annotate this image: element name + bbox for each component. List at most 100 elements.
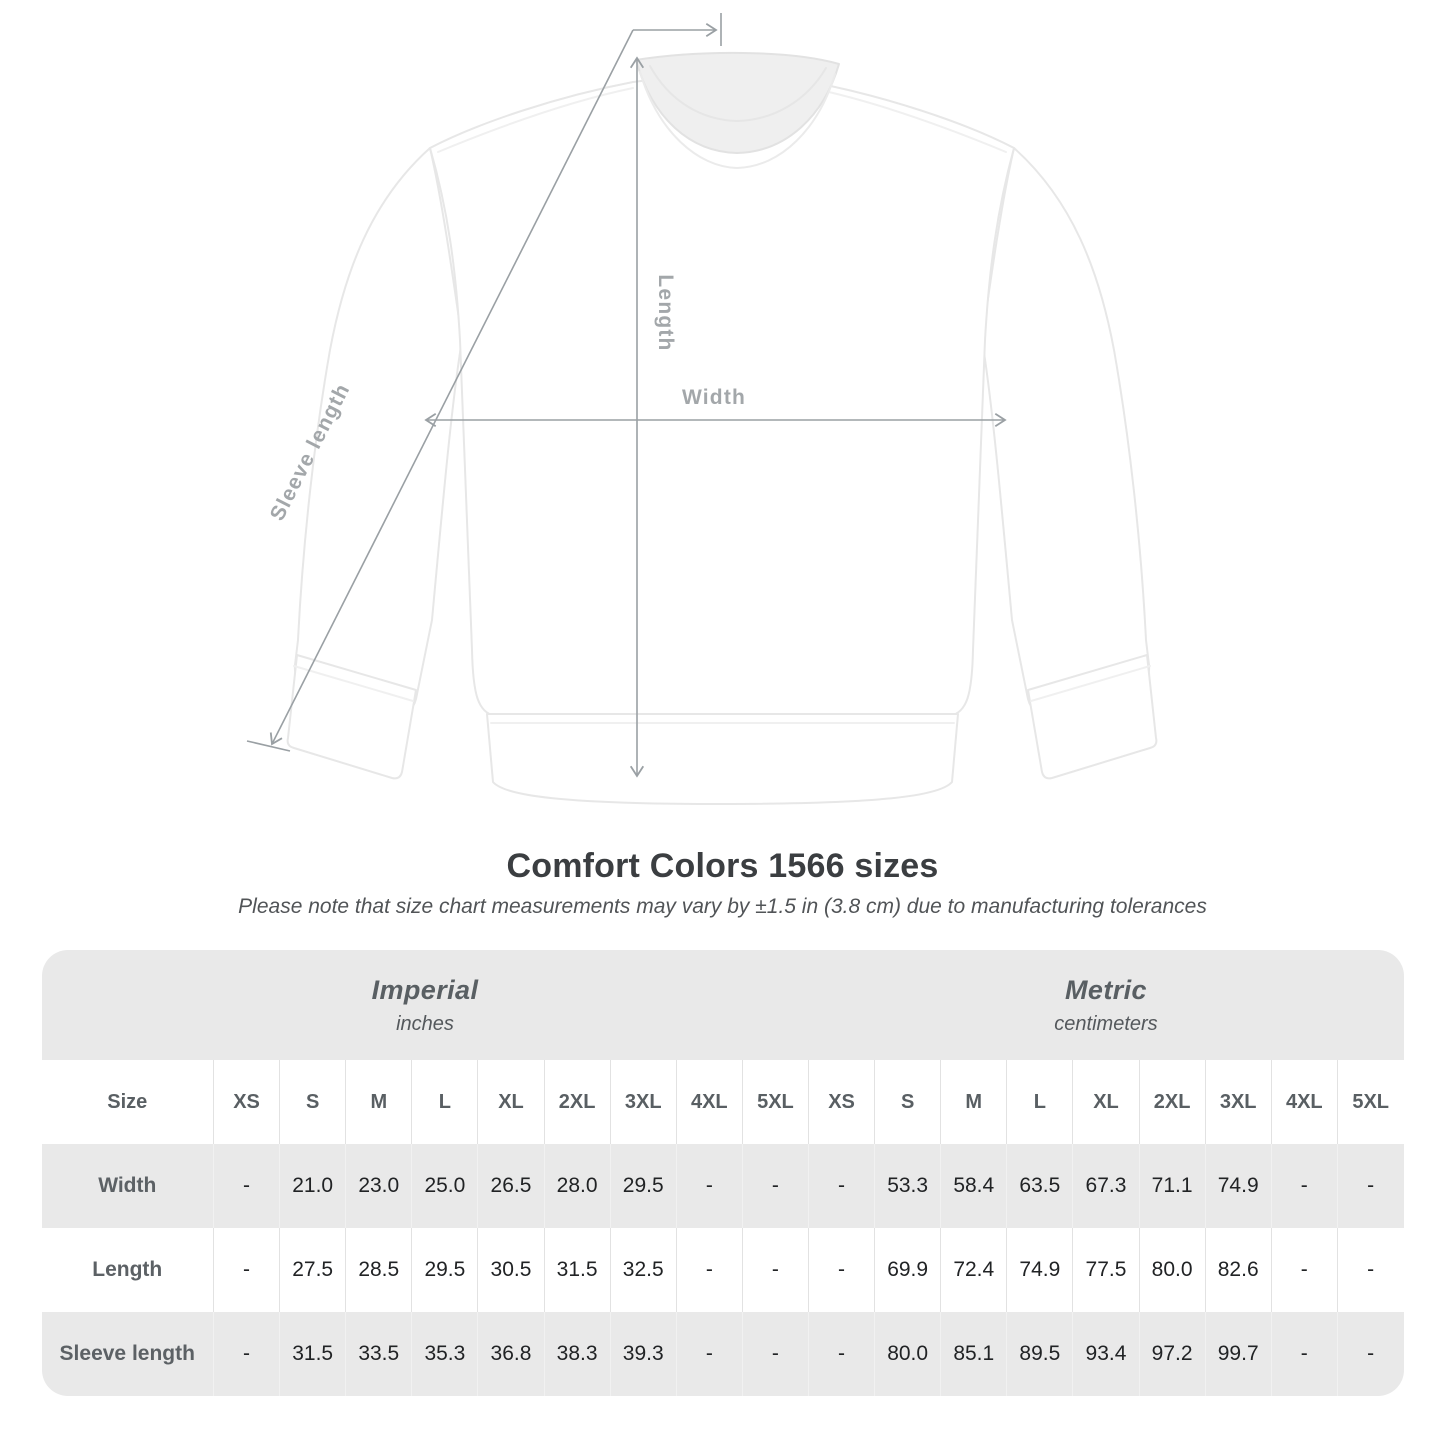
size-col-header-imperial: XL — [477, 1060, 545, 1144]
chart-header: Comfort Colors 1566 sizes Please note th… — [0, 847, 1445, 919]
imperial-header-cell: Imperial inches — [41, 950, 809, 1060]
table-cell: - — [212, 1144, 280, 1228]
size-col-header-metric: 2XL — [1138, 1060, 1206, 1144]
table-cell: 80.0 — [874, 1312, 941, 1396]
table-cell: 30.5 — [477, 1228, 545, 1312]
row-label: Width — [41, 1144, 214, 1228]
length-label: Length — [654, 274, 677, 351]
size-col-header-metric: L — [1006, 1060, 1073, 1144]
size-col-header-metric: 4XL — [1270, 1060, 1338, 1144]
size-col-header-metric: 5XL — [1336, 1060, 1404, 1144]
table-cell: 29.5 — [609, 1144, 677, 1228]
table-cell: 58.4 — [940, 1144, 1007, 1228]
table-cell: 39.3 — [609, 1312, 677, 1396]
table-cell: - — [807, 1228, 875, 1312]
table-cell: 53.3 — [874, 1144, 941, 1228]
table-cell: 38.3 — [543, 1312, 611, 1396]
size-col-header-imperial: XS — [212, 1060, 280, 1144]
table-cell: - — [741, 1312, 809, 1396]
table-cell: 27.5 — [279, 1228, 346, 1312]
table-cell: - — [741, 1144, 809, 1228]
sleeve-length-bottom-tick — [246, 740, 291, 752]
table-cell: 26.5 — [477, 1144, 545, 1228]
size-col-header-imperial: 3XL — [609, 1060, 677, 1144]
table-row-width: Width -21.0 23.0 25.0 26.5 28.0 29.5- - -53.3 58.… — [41, 1144, 1404, 1228]
table-cell: 33.5 — [345, 1312, 412, 1396]
size-chart-table: Imperial inches Metric centimeters Size … — [41, 950, 1404, 1396]
table-row-sleeve-length: Sleeve length -31.5 33.5 35.3 36.8 38.3 39.3- -… — [41, 1312, 1404, 1396]
sweatshirt-diagram: Sleeve length Length Width — [246, 13, 1158, 805]
table-cell: 28.5 — [345, 1228, 412, 1312]
table-cell: 36.8 — [477, 1312, 545, 1396]
unit-header-row: Imperial inches Metric centimeters — [41, 950, 1404, 1060]
table-cell: - — [807, 1312, 875, 1396]
table-cell: 28.0 — [543, 1144, 611, 1228]
table-cell: 25.0 — [411, 1144, 478, 1228]
table-cell: 72.4 — [940, 1228, 1007, 1312]
table-cell: 93.4 — [1072, 1312, 1140, 1396]
size-col-header-metric: 3XL — [1204, 1060, 1272, 1144]
size-guide-figure: Sleeve length Length Width — [246, 13, 1158, 805]
table-cell: 29.5 — [411, 1228, 478, 1312]
imperial-label: Imperial — [371, 974, 479, 1005]
table-cell: 31.5 — [279, 1312, 346, 1396]
table-cell: 74.9 — [1006, 1228, 1073, 1312]
table-cell: 85.1 — [940, 1312, 1007, 1396]
table-row-length: Length -27.5 28.5 29.5 30.5 31.5 32.5- - -69.9 72… — [41, 1228, 1404, 1312]
table-cell: - — [212, 1228, 280, 1312]
table-cell: 31.5 — [543, 1228, 611, 1312]
table-cell: 97.2 — [1138, 1312, 1206, 1396]
table-cell: - — [1336, 1144, 1404, 1228]
width-label: Width — [682, 386, 746, 409]
metric-label: Metric — [1065, 974, 1147, 1005]
table-cell: 99.7 — [1204, 1312, 1272, 1396]
size-column-header: Size — [41, 1060, 214, 1144]
size-col-header-imperial: 4XL — [675, 1060, 743, 1144]
page-title: Comfort Colors 1566 sizes — [506, 847, 939, 885]
table-cell: 63.5 — [1006, 1144, 1073, 1228]
size-chart: Imperial inches Metric centimeters Size … — [41, 950, 1404, 1396]
metric-unit-label: centimeters — [1054, 1012, 1158, 1035]
table-cell: - — [675, 1144, 743, 1228]
table-cell: 77.5 — [1072, 1228, 1140, 1312]
row-label: Length — [41, 1228, 214, 1312]
metric-header-cell: Metric centimeters — [808, 950, 1404, 1060]
sweatshirt-illustration — [286, 51, 1158, 805]
table-cell: 69.9 — [874, 1228, 941, 1312]
size-header-row: Size XS S M L XL 2XL 3XL 4XL 5XL XS S M L XL 2XL 3XL 4XL… — [41, 1060, 1404, 1144]
size-col-header-imperial: 5XL — [741, 1060, 809, 1144]
sleeve-length-line — [269, 29, 634, 746]
table-cell: 82.6 — [1204, 1228, 1272, 1312]
table-cell: - — [1270, 1144, 1338, 1228]
size-col-header-imperial: M — [345, 1060, 412, 1144]
table-cell: - — [212, 1312, 280, 1396]
size-col-header-metric: M — [940, 1060, 1007, 1144]
row-label: Sleeve length — [41, 1312, 214, 1396]
table-cell: 32.5 — [609, 1228, 677, 1312]
size-col-header-imperial: S — [279, 1060, 346, 1144]
table-cell: 21.0 — [279, 1144, 346, 1228]
tolerance-note: Please note that size chart measurements… — [238, 895, 1207, 918]
table-cell: - — [807, 1144, 875, 1228]
table-cell: - — [675, 1312, 743, 1396]
table-cell: - — [741, 1228, 809, 1312]
table-cell: 89.5 — [1006, 1312, 1073, 1396]
imperial-unit-label: inches — [396, 1012, 454, 1035]
table-cell: 23.0 — [345, 1144, 412, 1228]
table-cell: 67.3 — [1072, 1144, 1140, 1228]
size-col-header-metric: S — [874, 1060, 941, 1144]
table-cell: - — [1270, 1312, 1338, 1396]
dimension-lines — [246, 13, 1007, 778]
table-cell: - — [1336, 1312, 1404, 1396]
table-cell: 74.9 — [1204, 1144, 1272, 1228]
size-col-header-imperial: 2XL — [543, 1060, 611, 1144]
size-col-header-imperial: L — [411, 1060, 478, 1144]
table-cell: - — [675, 1228, 743, 1312]
table-cell: - — [1336, 1228, 1404, 1312]
size-col-header-metric: XL — [1072, 1060, 1140, 1144]
table-cell: 35.3 — [411, 1312, 478, 1396]
table-cell: 71.1 — [1138, 1144, 1206, 1228]
size-col-header-metric: XS — [807, 1060, 875, 1144]
table-cell: 80.0 — [1138, 1228, 1206, 1312]
